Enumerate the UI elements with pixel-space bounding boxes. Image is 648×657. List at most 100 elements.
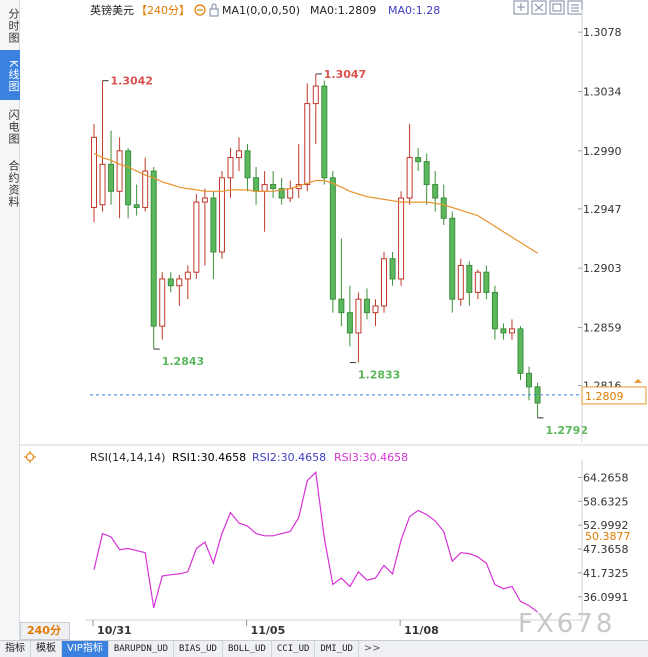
candle-body [346,312,353,334]
tab-contract-info[interactable]: 合约资料 [7,160,20,208]
indicator-toolbar: 指标 模板 VIP指标 BARUPDN_UD BIAS_UD BOLL_UD C… [0,640,648,657]
candle[interactable] [381,251,388,313]
candle[interactable] [218,171,225,259]
grid-layout-icon[interactable] [567,0,583,15]
candle[interactable] [193,193,200,279]
candle[interactable] [150,167,157,350]
candle[interactable] [474,269,481,300]
chart-canvas: 英镑美元 【240分】 MA1(0,0,0,50) MA0:1.2809 MA0… [20,0,648,639]
candle-body [99,163,106,206]
candle-body [449,217,456,300]
restore-icon[interactable] [549,0,565,15]
period-label: 【240分】 [136,4,190,17]
rsi-settings-icon[interactable] [24,451,36,463]
candle[interactable] [244,144,251,192]
candle[interactable] [295,144,302,199]
extreme-label: 1.3042 [111,75,153,88]
tab-kline-chart[interactable]: K线图 [0,50,20,100]
fullscreen-icon[interactable] [531,0,547,15]
toolbar-vip-indicators[interactable]: VIP指标 [62,640,109,657]
candle[interactable] [184,265,191,300]
candle[interactable] [133,184,140,216]
candle[interactable] [287,180,294,203]
candle-body [201,197,208,203]
toolbar-dmi[interactable]: DMI_UD [315,640,359,657]
rsi-tick-label: 52.9992 [583,519,629,532]
candle[interactable] [201,188,208,266]
candle[interactable] [363,288,370,320]
rsi-tick-label: 36.0991 [583,591,629,604]
candle[interactable] [449,211,456,313]
candle[interactable] [261,171,268,232]
candle[interactable] [116,137,123,219]
rsi1-value: RSI1:30.4658 [172,451,246,464]
candle[interactable] [210,191,217,279]
rsi2-value: RSI2:30.4658 [252,451,326,464]
candle-body [278,188,285,199]
candle[interactable] [466,261,473,306]
candle-body [193,201,200,273]
lock-icon[interactable] [209,3,219,17]
candle-body [287,188,294,199]
candle[interactable] [329,171,336,313]
candle[interactable] [312,73,319,145]
ma-settings-icon[interactable] [194,4,206,16]
candle[interactable] [500,323,507,340]
candle[interactable] [108,130,115,205]
tab-time-chart[interactable]: 分时图 [7,8,20,44]
candle[interactable] [159,272,166,340]
candle[interactable] [278,177,285,205]
candle[interactable] [338,238,345,327]
candle[interactable] [406,123,413,205]
candle[interactable] [423,153,430,205]
candle[interactable] [270,171,277,199]
candle[interactable] [167,272,174,293]
candle[interactable] [398,191,405,286]
candle[interactable] [372,299,379,327]
candle[interactable] [321,80,328,185]
candle-body [406,157,413,199]
candle[interactable] [142,157,149,212]
candle[interactable] [415,148,422,172]
candle[interactable] [508,319,515,340]
candle[interactable] [125,148,132,219]
candle[interactable] [432,171,439,212]
candle-body [423,161,430,186]
candle[interactable] [491,285,498,340]
rsi-plot-area[interactable] [93,470,538,613]
expand-icon[interactable] [513,0,529,15]
candle[interactable] [483,265,490,300]
price-y-axis: 1.3078 1.3034 1.2990 1.2947 1.2903 1.2859 1.28… [578,10,647,442]
toolbar-indicators[interactable]: 指标 [0,640,31,657]
toolbar-more-button[interactable]: >> [363,642,381,654]
price-plot-area[interactable]: 1.3042 1.3047 1.2843 1.2833 1.2792 [90,68,588,437]
toolbar-barupdn[interactable]: BARUPDN_UD [109,640,175,657]
candle[interactable] [253,167,260,205]
candle[interactable] [389,251,396,286]
candle[interactable] [99,80,106,212]
candle[interactable] [517,326,524,381]
candle-body [304,103,311,186]
candle[interactable] [91,123,97,223]
period-selector[interactable]: 240分 [20,622,70,640]
toolbar-templates[interactable]: 模板 [31,640,62,657]
candle[interactable] [457,258,464,306]
toolbar-bias[interactable]: BIAS_UD [174,640,223,657]
x-tick-label: 11/08 [404,624,439,637]
candle-body [253,177,260,192]
candle-body [491,291,498,330]
symbol-title: 英镑美元 [90,3,134,17]
candle[interactable] [355,292,362,363]
rsi-last-value: 50.3877 [585,530,631,543]
candle-body [270,184,277,190]
toolbar-cci[interactable]: CCI_UD [272,640,316,657]
ma0-value-a: MA0:1.2809 [310,4,376,17]
candle[interactable] [176,274,183,306]
candle-body [321,85,328,179]
candle[interactable] [534,382,541,418]
candle[interactable] [236,137,243,172]
candle[interactable] [304,83,311,192]
tab-flash-chart[interactable]: 闪电图 [7,109,20,145]
candle[interactable] [346,285,353,347]
toolbar-boll[interactable]: BOLL_UD [223,640,272,657]
